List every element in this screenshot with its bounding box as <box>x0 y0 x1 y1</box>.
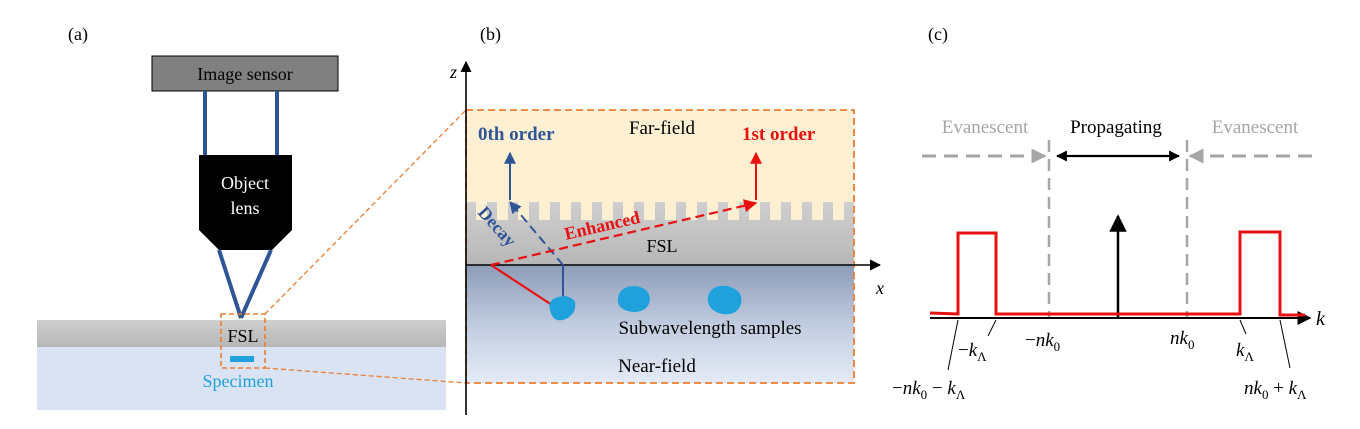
panel-a: (a) Image sensor Object lens FSL Specime… <box>37 24 467 410</box>
enhanced-arrow <box>490 199 758 267</box>
samples-label: Subwavelength samples <box>618 318 801 339</box>
specimen-bar <box>230 356 254 362</box>
k-axis-label: k <box>1316 308 1326 330</box>
near-field-region <box>466 265 854 383</box>
incident-ray <box>490 264 553 306</box>
panel-c: (c) Evanescent Propagating Evanescent k … <box>892 24 1326 402</box>
objective-lens-label-1: Object <box>221 173 269 193</box>
leader-nk0-plus-k <box>1279 319 1291 369</box>
beam-right-lower <box>239 249 273 319</box>
zeroth-order-label: 0th order <box>478 124 555 145</box>
leader-neg-nk0-minus-k <box>947 319 959 371</box>
leader-k <box>1239 319 1247 335</box>
fsl-label-a: FSL <box>227 326 258 346</box>
objective-lens <box>199 155 292 250</box>
panel-b: (b) z x Far-field 0th order 1st order De… <box>449 24 884 415</box>
beam-left-lower <box>217 249 243 319</box>
panel-a-label: (a) <box>68 24 88 45</box>
tick-neg-nk0-minus-k-lambda: −nk0 − kΛ <box>892 378 966 402</box>
first-order-label: 1st order <box>742 124 816 145</box>
propagating-label: Propagating <box>1070 117 1162 138</box>
panel-b-label: (b) <box>480 24 501 45</box>
zoom-line-bottom <box>264 367 467 384</box>
tick-nk0: nk0 <box>1170 328 1194 352</box>
objective-lens-label-2: lens <box>231 198 260 218</box>
spectrum-curve <box>929 230 1305 317</box>
zoom-frame <box>465 109 855 384</box>
panel-c-label: (c) <box>928 24 948 45</box>
leader-neg-k <box>987 319 997 337</box>
zoom-box <box>220 313 266 369</box>
near-field-label: Near-field <box>618 356 696 377</box>
sample-particle-3 <box>707 285 742 315</box>
far-field-label: Far-field <box>629 118 696 139</box>
evanescent-right-label: Evanescent <box>1212 117 1299 138</box>
tick-neg-nk0: −nk0 <box>1025 330 1060 354</box>
tick-nk0-plus-k-lambda: nk0 + kΛ <box>1244 378 1307 402</box>
sample-particle-2 <box>617 286 650 312</box>
sample-particle-1 <box>549 296 576 321</box>
image-sensor-label: Image sensor <box>197 64 292 84</box>
tick-neg-k-lambda: −kΛ <box>958 340 987 364</box>
tick-k-lambda: kΛ <box>1236 340 1254 364</box>
image-sensor-box <box>151 55 339 92</box>
z-axis-label: z <box>449 62 457 82</box>
x-axis-label: x <box>875 278 884 298</box>
zoom-line-top <box>264 109 467 315</box>
fsl-layer <box>37 320 446 347</box>
fsl-label-b: FSL <box>646 236 677 256</box>
evanescent-left-label: Evanescent <box>942 117 1029 138</box>
specimen-label: Specimen <box>203 371 274 391</box>
